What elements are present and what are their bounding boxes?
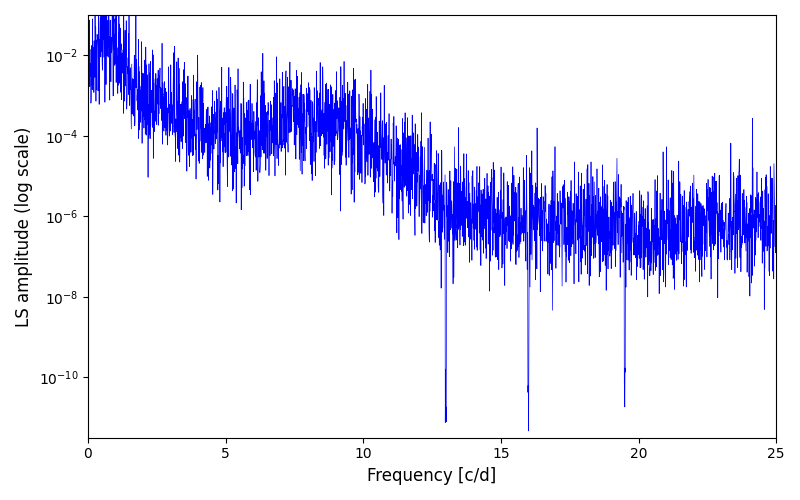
X-axis label: Frequency [c/d]: Frequency [c/d] — [367, 467, 497, 485]
Y-axis label: LS amplitude (log scale): LS amplitude (log scale) — [15, 126, 33, 326]
